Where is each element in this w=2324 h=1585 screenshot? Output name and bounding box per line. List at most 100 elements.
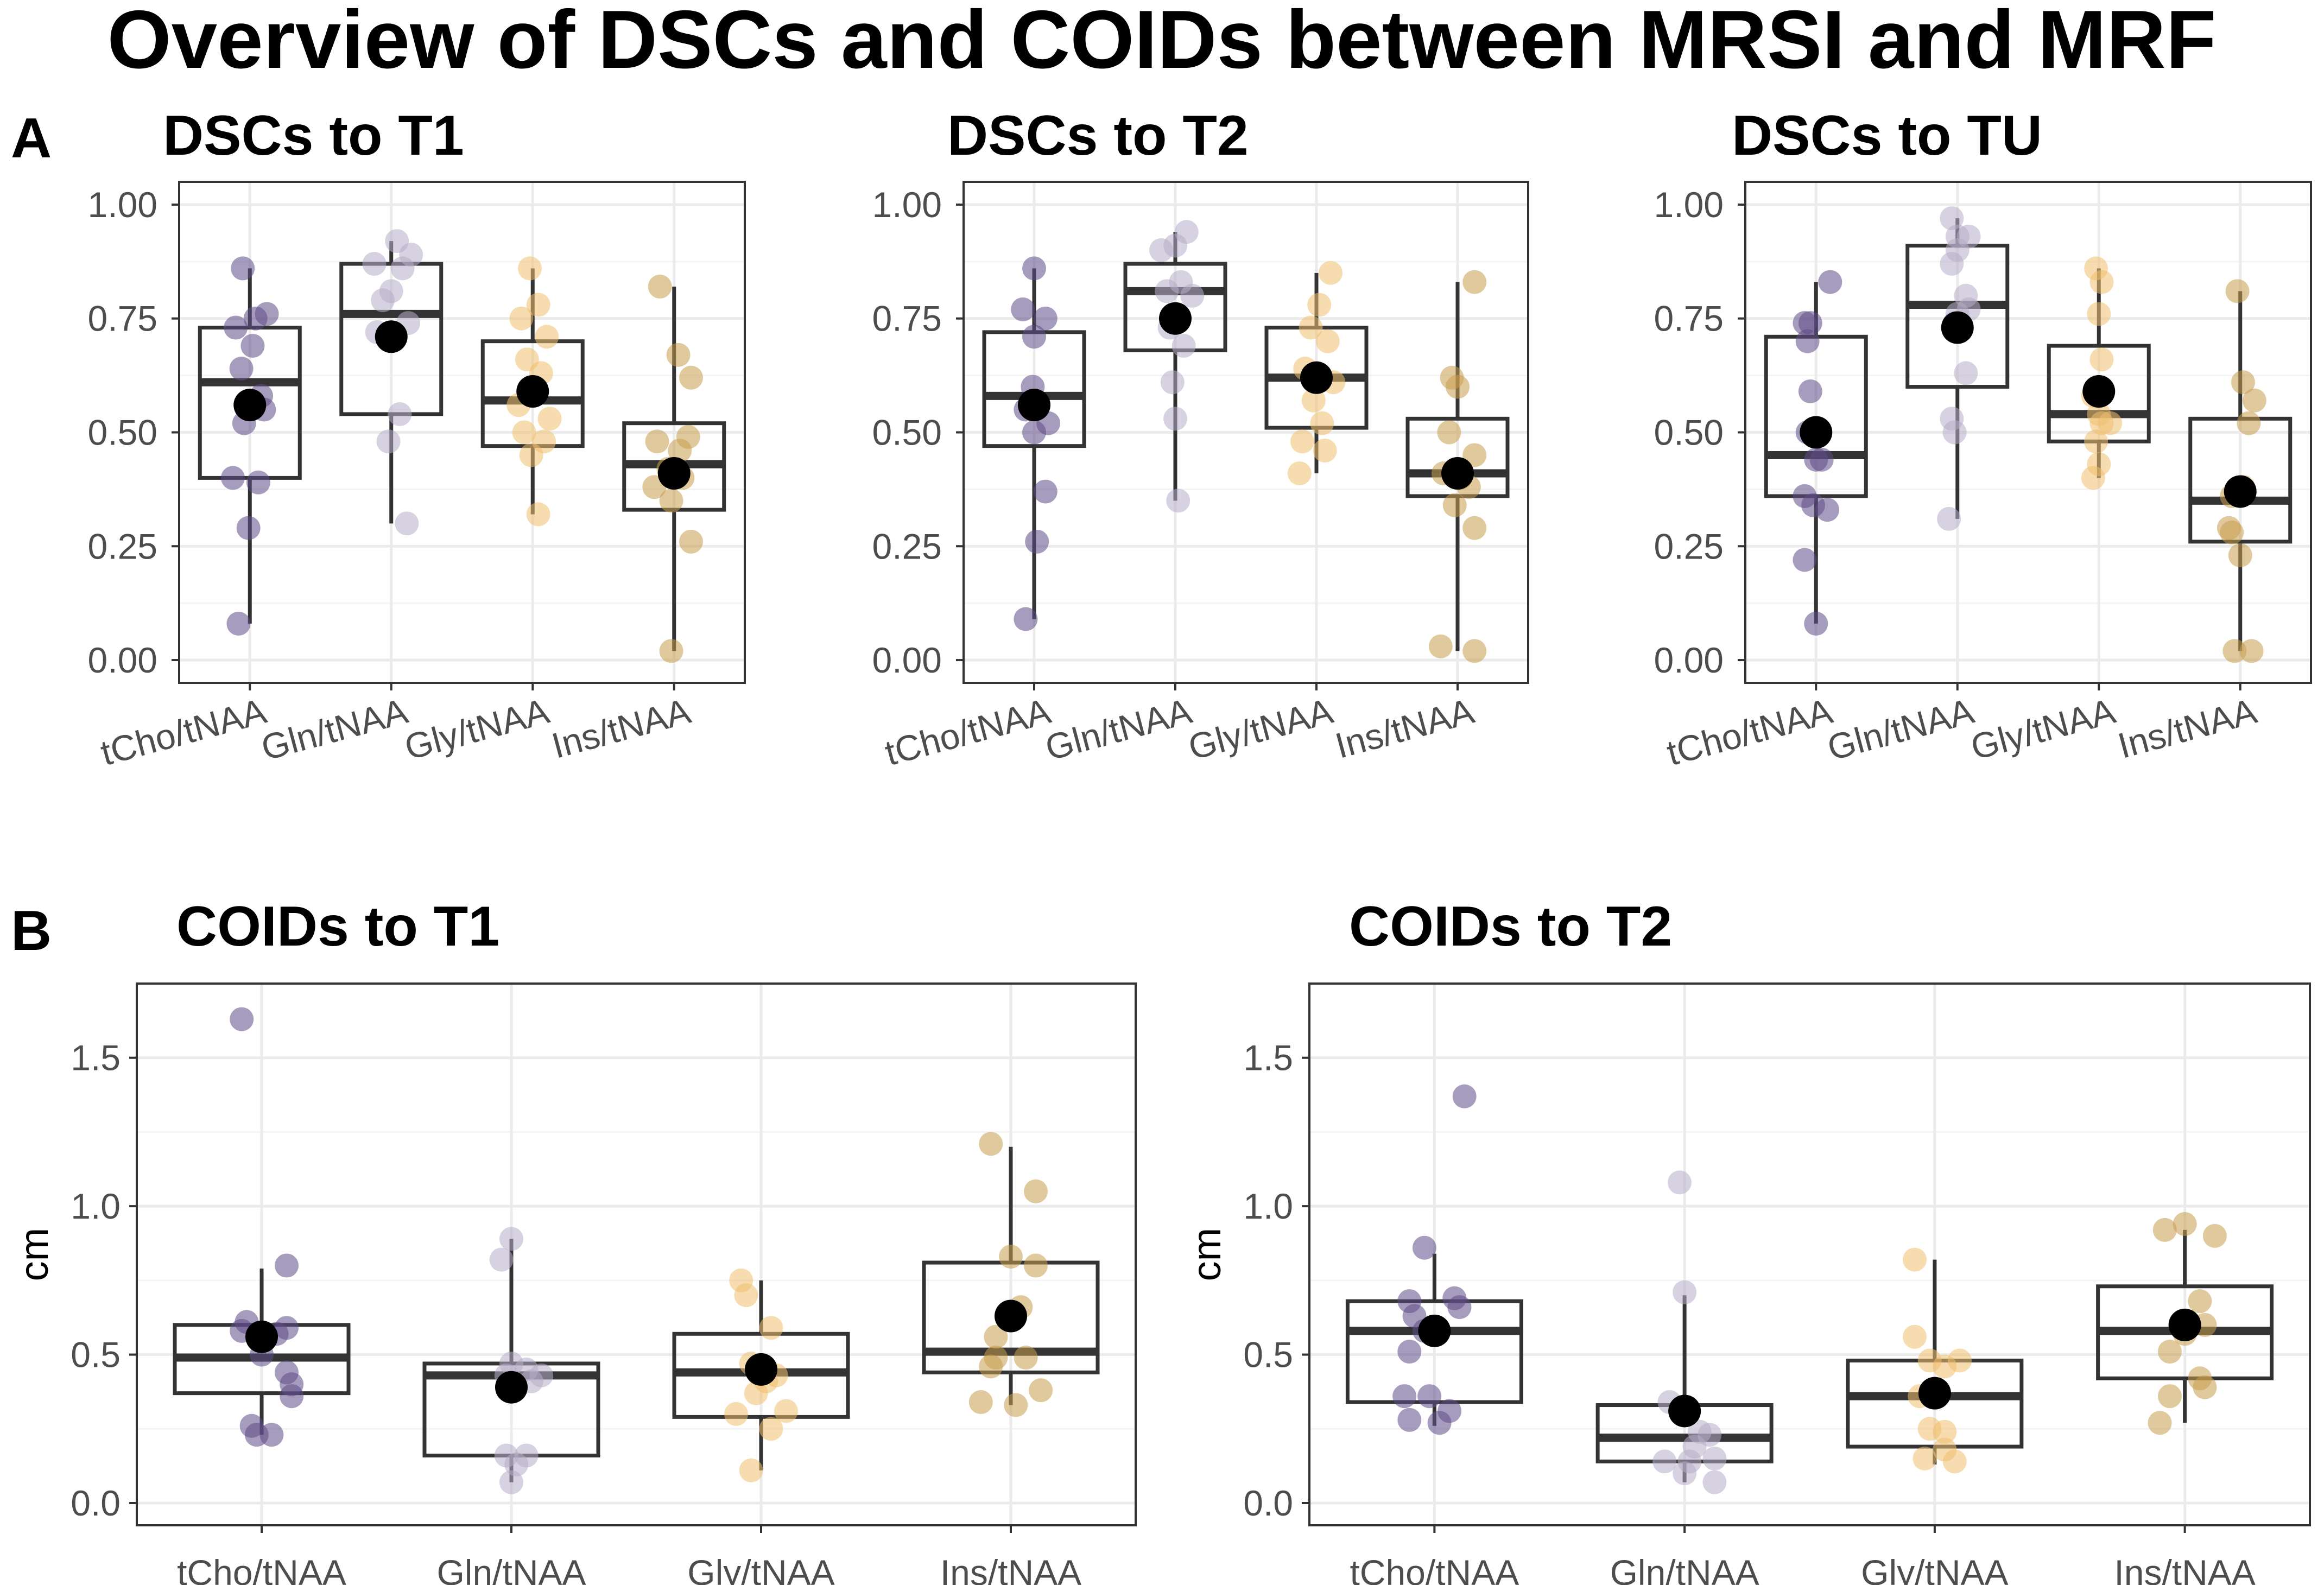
data-point bbox=[2202, 1223, 2227, 1248]
x-tick-label: Gly/tNAA bbox=[1184, 690, 1337, 768]
data-point bbox=[255, 302, 279, 326]
data-point bbox=[489, 1247, 514, 1272]
y-tick-label: 0.00 bbox=[1654, 640, 1724, 680]
data-point bbox=[1315, 329, 1340, 353]
series-gly-tnaa bbox=[480, 256, 585, 527]
mean-point bbox=[495, 1371, 528, 1404]
data-point bbox=[1462, 639, 1487, 663]
series-gln-tnaa bbox=[1595, 1170, 1774, 1494]
y-tick-label: 1.0 bbox=[1243, 1186, 1293, 1226]
data-point bbox=[1702, 1470, 1727, 1494]
data-point bbox=[679, 365, 704, 390]
data-point bbox=[1903, 1324, 1927, 1349]
data-point bbox=[968, 1390, 993, 1415]
mean-point bbox=[1018, 389, 1050, 422]
x-tick-label: tCho/tNAA bbox=[177, 1552, 346, 1585]
data-point bbox=[275, 1316, 299, 1340]
charts-layer: 0.000.250.500.751.00tCho/tNAAGln/tNAAGly… bbox=[11, 104, 2312, 1585]
data-point bbox=[1673, 1461, 1697, 1486]
y-axis-label: cm bbox=[1184, 1228, 1229, 1282]
chart-title: DSCs to TU bbox=[1732, 104, 2042, 167]
data-point bbox=[1301, 388, 1326, 413]
data-point bbox=[1673, 1280, 1697, 1304]
series-ins-tnaa bbox=[1405, 270, 1510, 663]
data-point bbox=[1798, 379, 1822, 403]
data-point bbox=[1462, 270, 1487, 294]
x-tick-label: Gln/tNAA bbox=[1041, 690, 1196, 768]
data-point bbox=[2188, 1289, 2212, 1314]
data-point bbox=[519, 443, 543, 467]
data-point bbox=[1942, 420, 1967, 445]
series-tcho-tnaa bbox=[1345, 1084, 1523, 1435]
data-point bbox=[231, 256, 255, 281]
data-point bbox=[1795, 329, 1820, 353]
series-gln-tnaa bbox=[422, 1227, 600, 1494]
y-tick-label: 0.25 bbox=[88, 526, 157, 566]
data-point bbox=[759, 1417, 783, 1441]
data-point bbox=[2089, 347, 2114, 372]
data-point bbox=[2084, 429, 2108, 454]
data-point bbox=[1940, 206, 1964, 231]
x-tick-label: Ins/tNAA bbox=[2114, 690, 2261, 766]
x-tick-label: Gln/tNAA bbox=[1610, 1552, 1759, 1585]
data-point bbox=[1310, 411, 1334, 435]
chart-coid-t2: 0.0 0.5 1.0 1.5 tCho/tNAA Gln/tNAA Gly/tNAA Ins… bbox=[1184, 895, 2311, 1585]
series-ins-tnaa bbox=[922, 1132, 1100, 1417]
data-point bbox=[2081, 466, 2105, 490]
data-point bbox=[668, 439, 692, 463]
series-gly-tnaa bbox=[1264, 261, 1369, 486]
data-point bbox=[2157, 1384, 2182, 1409]
x-tick-label: Gly/tNAA bbox=[1967, 690, 2119, 768]
mean-point bbox=[995, 1299, 1027, 1333]
figure-title: Overview of DSCs and COIDs between MRSI … bbox=[107, 0, 2216, 86]
x-tick-label: Gln/tNAA bbox=[1823, 690, 1978, 768]
series-gln-tnaa bbox=[339, 229, 444, 536]
series-gly-tnaa bbox=[672, 1268, 850, 1482]
data-point bbox=[739, 1458, 763, 1482]
series-tcho-tnaa bbox=[198, 256, 302, 636]
mean-point bbox=[1918, 1377, 1951, 1410]
data-point bbox=[526, 293, 550, 317]
data-point bbox=[518, 256, 542, 281]
y-tick-label: 1.5 bbox=[1243, 1038, 1293, 1078]
data-point bbox=[390, 256, 415, 281]
mean-point bbox=[1418, 1314, 1451, 1347]
data-point bbox=[1033, 306, 1057, 331]
y-tick-label: 0.25 bbox=[872, 526, 942, 566]
data-point bbox=[230, 1007, 254, 1031]
y-tick-label: 0.5 bbox=[1243, 1335, 1293, 1375]
series-gln-tnaa bbox=[1905, 206, 2010, 531]
mean-point bbox=[233, 389, 267, 422]
data-point bbox=[2152, 1218, 2177, 1242]
data-point bbox=[1798, 311, 1822, 335]
x-tick-label: tCho/tNAA bbox=[97, 690, 270, 773]
data-point bbox=[395, 511, 419, 536]
y-tick-label: 0.50 bbox=[872, 413, 942, 453]
data-point bbox=[2173, 1212, 2197, 1236]
data-point bbox=[666, 343, 691, 367]
y-tick-label: 0.0 bbox=[71, 1483, 121, 1523]
data-point bbox=[2220, 521, 2244, 545]
data-point bbox=[1937, 506, 1961, 531]
data-point bbox=[1447, 1295, 1472, 1320]
panel-label-b: B bbox=[11, 899, 52, 962]
data-point bbox=[509, 306, 534, 331]
x-tick-label: Ins/tNAA bbox=[1331, 690, 1478, 766]
data-point bbox=[2228, 543, 2252, 568]
y-tick-label: 0.0 bbox=[1243, 1483, 1293, 1523]
series-tcho-tnaa bbox=[1764, 270, 1868, 636]
data-point bbox=[999, 1245, 1023, 1269]
data-point bbox=[1793, 548, 1817, 572]
data-point bbox=[659, 639, 683, 663]
data-point bbox=[1462, 516, 1487, 540]
data-point bbox=[1160, 370, 1185, 395]
data-point bbox=[1024, 1179, 1048, 1203]
data-point bbox=[1022, 420, 1046, 445]
data-point bbox=[275, 1253, 299, 1278]
series-tcho-tnaa bbox=[982, 256, 1086, 631]
data-point bbox=[512, 420, 536, 445]
data-point bbox=[1903, 1247, 1927, 1272]
data-point bbox=[499, 1227, 523, 1251]
chart-dsc-t1: 0.00 0.25 0.50 0.75 1.00 tCho/tNAAGln/tNAAGly… bbox=[88, 104, 746, 773]
